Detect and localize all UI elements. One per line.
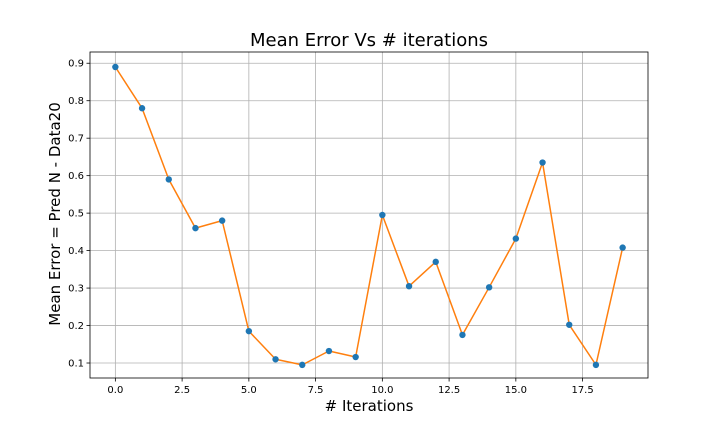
x-tick-label: 15.0: [505, 385, 527, 396]
y-tick-label: 0.5: [68, 209, 84, 220]
data-point: [272, 356, 279, 363]
data-point: [112, 63, 119, 71]
y-tick-label: 0.1: [68, 359, 84, 370]
y-tick-label: 0.7: [68, 134, 84, 145]
y-tick-label: 0.9: [68, 59, 84, 70]
x-tick-label: 2.5: [174, 385, 190, 396]
data-point: [138, 105, 146, 112]
data-point: [299, 361, 306, 369]
data-point: [512, 235, 520, 242]
series-layer: [112, 63, 626, 369]
data-point: [192, 224, 199, 232]
y-tick-label: 0.3: [68, 284, 84, 295]
grid: [90, 52, 648, 378]
data-point: [325, 347, 333, 355]
x-tick-label: 12.5: [438, 385, 460, 396]
x-tick-label: 5.0: [241, 385, 257, 396]
data-point: [432, 258, 439, 266]
y-tick-label: 0.4: [68, 246, 84, 257]
data-point: [165, 176, 172, 183]
x-tick-label: 7.5: [308, 385, 324, 396]
y-tick-label: 0.2: [68, 321, 84, 332]
x-tick-label: 0.0: [107, 385, 123, 396]
data-point: [485, 284, 493, 291]
x-axis-label: # Iterations: [325, 397, 414, 415]
y-axis-ticks: 0.1 0.2 0.3 0.4 0.5 0.6 0.7 0.8 0.9: [68, 59, 90, 370]
data-point: [539, 159, 546, 166]
data-point: [592, 361, 600, 369]
plot-frame: [89, 51, 649, 379]
y-tick-label: 0.8: [68, 96, 84, 107]
data-point: [245, 327, 253, 335]
data-point: [566, 321, 573, 328]
data-point: [459, 331, 466, 339]
x-axis-ticks: 0.0 2.5 5.0 7.5 10.0 12.5 15.0 17.5: [107, 378, 594, 396]
y-axis-label: Mean Error = Pred N - Data20: [46, 102, 64, 326]
data-point: [218, 217, 226, 224]
data-point: [379, 211, 386, 219]
chart-title: Mean Error Vs # iterations: [250, 30, 488, 51]
y-tick-label: 0.6: [68, 171, 84, 182]
x-tick-label: 10.0: [371, 385, 393, 396]
data-point: [619, 244, 626, 251]
data-point: [352, 353, 359, 361]
data-point: [405, 282, 413, 290]
x-tick-label: 17.5: [571, 385, 593, 396]
series-line: [114, 66, 624, 366]
